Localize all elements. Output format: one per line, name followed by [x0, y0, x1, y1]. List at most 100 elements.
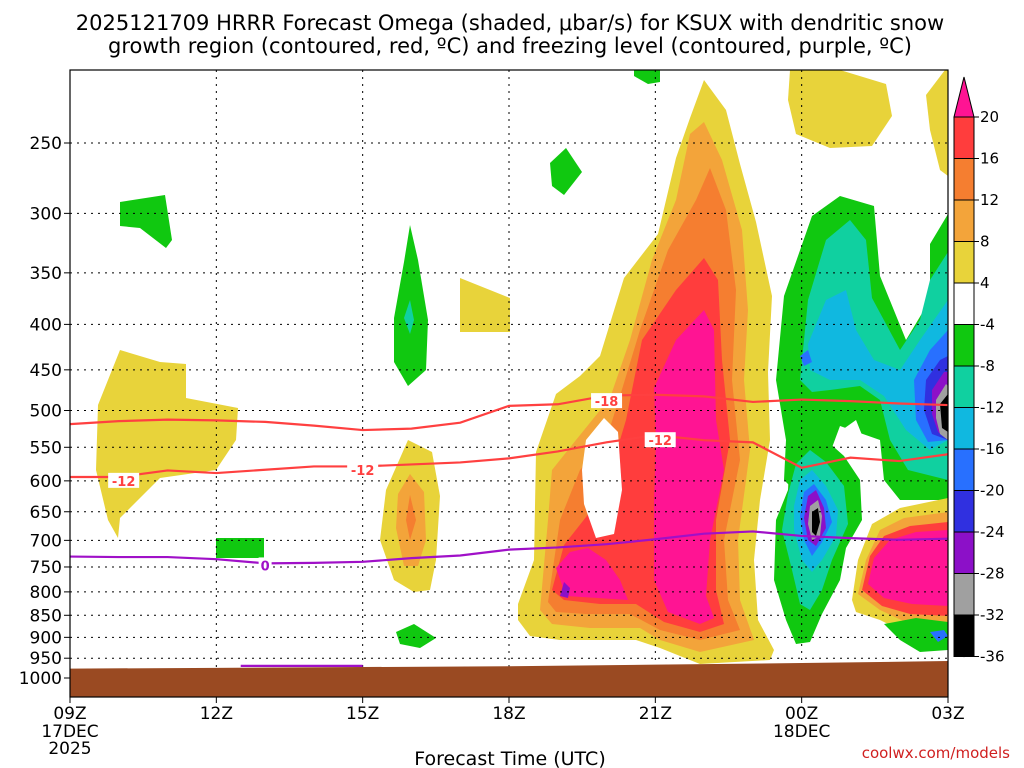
omega-region-upward-12 [406, 495, 416, 540]
colorbar-bin [953, 365, 975, 408]
x-tick-label: 00Z [785, 704, 818, 724]
colorbar: 20 16 12 8 4 -4 -8 -12 -16 -20 -24 -28 -32 -36 [953, 76, 1005, 666]
x-axis-label: Forecast Time (UTC) [414, 748, 605, 768]
contour-label-bg [258, 557, 272, 573]
y-tick-label: 1000 [19, 669, 62, 689]
chart-title-line1: 2025121709 HRRR Forecast Omega (shaded, … [76, 11, 944, 35]
colorbar-label: -32 [980, 606, 1005, 624]
omega-region-upward-4 [96, 350, 238, 538]
omega-region-upward-20 [556, 548, 628, 600]
omega-region-downward-4 [550, 148, 582, 195]
omega-region-downward-4 [884, 618, 948, 652]
omega-region-downward-36 [812, 508, 820, 536]
y-tick-label: 450 [30, 361, 62, 381]
x-tick-year: 2025 [48, 739, 91, 759]
colorbar-label: -24 [980, 523, 1005, 541]
contour-label: -12 [112, 475, 136, 490]
y-tick-label: 850 [30, 606, 62, 626]
colorbar-label: 4 [980, 274, 990, 292]
colorbar-label: 16 [980, 150, 999, 168]
colorbar-label: -36 [980, 648, 1005, 666]
omega-region-downward-8 [404, 300, 414, 334]
contour-label: -12 [648, 434, 672, 449]
omega-region-downward-4 [396, 624, 436, 648]
colorbar-bin [953, 490, 975, 533]
colorbar-bin [953, 407, 975, 450]
omega-region-upward-20 [654, 310, 724, 624]
x-tick-label: 03Z [931, 704, 964, 724]
omega-region-downward-36 [940, 394, 948, 432]
colorbar-label: -12 [980, 399, 1005, 417]
colorbar-lower-arrow [953, 614, 975, 658]
contour-label-bg [591, 393, 623, 409]
x-tick-label: 18Z [492, 704, 525, 724]
contour-label: -12 [351, 464, 375, 479]
omega-region-downward-16 [930, 630, 948, 642]
omega-region-neutral [582, 418, 622, 538]
y-tick-label: 550 [30, 438, 62, 458]
y-tick-label: 750 [30, 558, 62, 578]
x-tick-label: 09Z [53, 704, 86, 724]
chart-title-line2: growth region (contoured, red, ºC) and f… [108, 34, 912, 58]
contour-dendritic-bottom [70, 434, 948, 479]
y-tick-label: 400 [30, 315, 62, 335]
y-tick-label: 250 [30, 134, 62, 154]
omega-region-downward-16 [800, 350, 812, 366]
colorbar-bin [953, 324, 975, 367]
omega-region-upward-4 [788, 70, 892, 148]
contour-label-bg [108, 472, 140, 488]
colorbar-bin [953, 199, 975, 242]
colorbar-label: -4 [980, 316, 995, 334]
colorbar-bin [953, 158, 975, 201]
y-tick-label: 950 [30, 649, 62, 669]
y-tick-label: 700 [30, 531, 62, 551]
omega-region-downward-28 [560, 582, 570, 598]
colorbar-bin [953, 531, 975, 574]
omega-region-downward-4 [216, 538, 264, 558]
contour-dendritic-top [70, 393, 948, 432]
credit-link[interactable]: coolwx.com/models [862, 744, 1010, 762]
colorbar-label: 20 [980, 108, 999, 126]
y-axis: 2503003504004505005506006507007508008509… [19, 134, 70, 689]
contour-label: -18 [595, 395, 619, 410]
contour-label-bg [347, 461, 379, 477]
contour-lines: -12 -12 -12 -18 0 [70, 393, 948, 667]
omega-region-downward-12 [808, 290, 948, 450]
x-tick-label: 15Z [346, 704, 379, 724]
colorbar-label: 8 [980, 233, 990, 251]
colorbar-bin [953, 573, 975, 616]
colorbar-bin [953, 241, 975, 284]
omega-region-upward-4 [926, 70, 948, 176]
y-tick-label: 900 [30, 628, 62, 648]
colorbar-bin [953, 448, 975, 491]
colorbar-label: -20 [980, 482, 1005, 500]
y-tick-label: 500 [30, 402, 62, 422]
omega-region-downward-4 [120, 195, 172, 248]
ground-surface [70, 661, 948, 697]
colorbar-label: 12 [980, 191, 999, 209]
colorbar-label: -16 [980, 440, 1005, 458]
omega-region-neutral [840, 420, 864, 458]
contour-label: 0 [261, 559, 270, 574]
omega-region-upward-20 [868, 530, 948, 606]
y-tick-label: 600 [30, 472, 62, 492]
y-tick-label: 800 [30, 583, 62, 603]
y-tick-label: 650 [30, 503, 62, 523]
contour-label-bg [644, 432, 676, 448]
colorbar-label: -28 [980, 565, 1005, 583]
x-tick-label: 12Z [200, 704, 233, 724]
omega-shading [96, 70, 948, 664]
omega-region-upward-4 [460, 278, 510, 332]
omega-region-downward-4 [634, 70, 660, 84]
y-tick-label: 300 [30, 204, 62, 224]
contour-freezing-level [70, 530, 948, 565]
colorbar-bin [953, 282, 975, 325]
colorbar-label: -8 [980, 357, 995, 375]
colorbar-bin [953, 116, 975, 159]
x-tick-label: 21Z [639, 704, 672, 724]
y-tick-label: 350 [30, 264, 62, 284]
colorbar-upper-arrow [953, 76, 975, 118]
x-tick-date: 17DEC [41, 722, 98, 742]
